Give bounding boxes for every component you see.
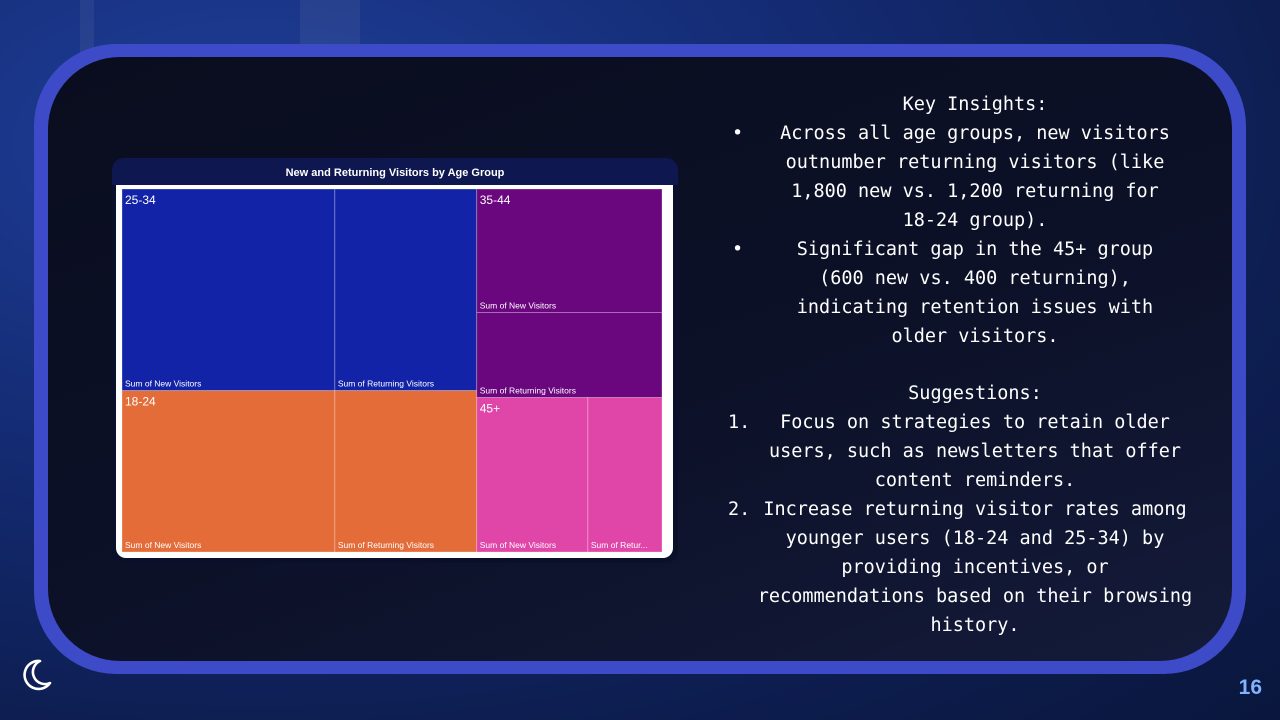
suggestion-line: content reminders. — [874, 470, 1076, 491]
key-insight-line: (600 new vs. 400 returning), — [819, 268, 1131, 289]
key-insight-line: Across all age groups, new visitors — [780, 123, 1170, 144]
key-insight-item: • Across all age groups, new visitors outn… — [720, 119, 1230, 235]
key-insight-line: Significant gap in the 45+ group — [796, 239, 1154, 260]
chart-body: Sum of New Visitors Sum of Returning Visi… — [116, 185, 673, 558]
spacer — [720, 351, 1230, 379]
treemap-cell-label: Sum of Retur... — [591, 540, 648, 550]
treemap-cell-label: Sum of Returning Visitors — [338, 379, 434, 389]
treemap-cell-label: Sum of New Visitors — [125, 379, 201, 389]
suggestion-line: recommendations based on their browsing — [757, 586, 1193, 607]
suggestion-item: 2. Increase returning visitor rates among… — [720, 495, 1230, 640]
suggestion-marker: 1. — [728, 412, 751, 433]
treemap-cell-label: Sum of Returning Visitors — [480, 386, 576, 396]
treemap-cell[interactable] — [587, 397, 663, 553]
key-insight-line: older visitors. — [891, 326, 1059, 347]
treemap-group-label: 35-44 — [480, 193, 511, 207]
treemap-cell[interactable] — [476, 312, 663, 398]
treemap-cell[interactable] — [476, 188, 663, 313]
chart-title: New and Returning Visitors by Age Group — [112, 158, 678, 185]
suggestion-line: younger users (18-24 and 25-34) by — [785, 528, 1165, 549]
key-insight-item: • Significant gap in the 45+ group (600 ne… — [720, 235, 1230, 351]
treemap-chart: Sum of New Visitors Sum of Returning Visi… — [121, 188, 663, 553]
suggestion-line: Focus on strategies to retain older — [780, 412, 1170, 433]
background-stripe — [300, 0, 360, 44]
key-insight-line: outnumber returning visitors (like — [785, 152, 1165, 173]
suggestions-list: 1. Focus on strategies to retain older use… — [720, 408, 1230, 640]
suggestion-line: Increase returning visitor rates among — [763, 499, 1187, 520]
treemap-group-label: 45+ — [480, 402, 500, 416]
treemap-cell[interactable] — [334, 188, 478, 392]
suggestion-line: providing incentives, or — [841, 557, 1109, 578]
key-insight-line: 1,800 new vs. 1,200 returning for — [791, 181, 1159, 202]
crescent-moon-icon — [23, 659, 52, 691]
treemap-cell[interactable] — [121, 188, 336, 392]
treemap-cell-label: Sum of New Visitors — [480, 540, 556, 550]
treemap-cell[interactable] — [121, 390, 336, 553]
key-insight-line: indicating retention issues with — [796, 297, 1154, 318]
key-insight-marker: • — [732, 239, 744, 260]
treemap-cell-label: Sum of Returning Visitors — [338, 540, 434, 550]
treemap-cell-label: Sum of New Visitors — [125, 540, 201, 550]
suggestion-marker: 2. — [728, 499, 751, 520]
suggestion-line: users, such as newsletters that offer — [768, 441, 1182, 462]
treemap-cell[interactable] — [476, 397, 589, 553]
key-insights-list: • Across all age groups, new visitors outn… — [720, 119, 1230, 351]
treemap-card: New and Returning Visitors by Age Group … — [112, 158, 678, 563]
background-stripe — [80, 0, 94, 60]
insights-panel: Key Insights: • Across all age groups, ne… — [720, 90, 1230, 640]
treemap-group-label: 18-24 — [125, 395, 156, 409]
page-number: 16 — [1238, 676, 1262, 699]
suggestion-item: 1. Focus on strategies to retain older use… — [720, 408, 1230, 495]
treemap-group-label: 25-34 — [125, 193, 156, 207]
key-insight-line: 18-24 group). — [902, 210, 1048, 231]
key-insight-marker: • — [732, 123, 744, 144]
key-insights-heading: Key Insights: — [902, 94, 1048, 115]
treemap-cell-label: Sum of New Visitors — [480, 301, 556, 311]
suggestions-heading: Suggestions: — [908, 383, 1042, 404]
suggestion-line: history. — [930, 615, 1020, 636]
treemap-cell[interactable] — [334, 390, 478, 553]
